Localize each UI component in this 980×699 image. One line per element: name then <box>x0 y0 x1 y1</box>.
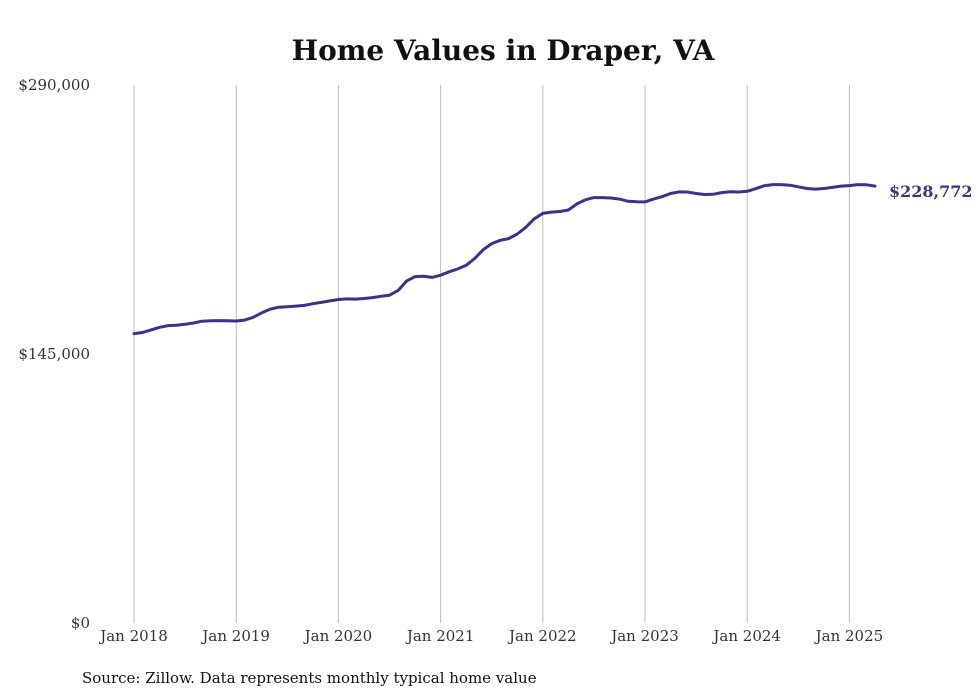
vertical-gridlines <box>133 85 850 623</box>
x-axis-ticks: Jan 2018 Jan 2019 Jan 2020 Jan 2021 Jan 2022… <box>98 627 883 645</box>
series-line-home-values <box>132 183 877 336</box>
x-tick-label: Jan 2020 <box>303 627 373 645</box>
x-tick-label: Jan 2018 <box>98 627 168 645</box>
y-tick-label: $145,000 <box>18 345 90 363</box>
x-tick-label: Jan 2023 <box>609 627 679 645</box>
y-tick-label: $290,000 <box>18 76 90 94</box>
x-tick-label: Jan 2024 <box>711 627 781 645</box>
x-tick-label: Jan 2022 <box>507 627 577 645</box>
end-value-label: $228,772 <box>889 182 973 201</box>
y-axis-ticks: $0 $145,000 $290,000 <box>18 76 90 632</box>
x-tick-label: Jan 2019 <box>200 627 270 645</box>
y-tick-label: $0 <box>71 614 90 632</box>
chart-title: Home Values in Draper, VA <box>292 34 716 67</box>
source-note: Source: Zillow. Data represents monthly … <box>82 669 537 687</box>
x-tick-label: Jan 2021 <box>405 627 475 645</box>
x-tick-label: Jan 2025 <box>814 627 884 645</box>
